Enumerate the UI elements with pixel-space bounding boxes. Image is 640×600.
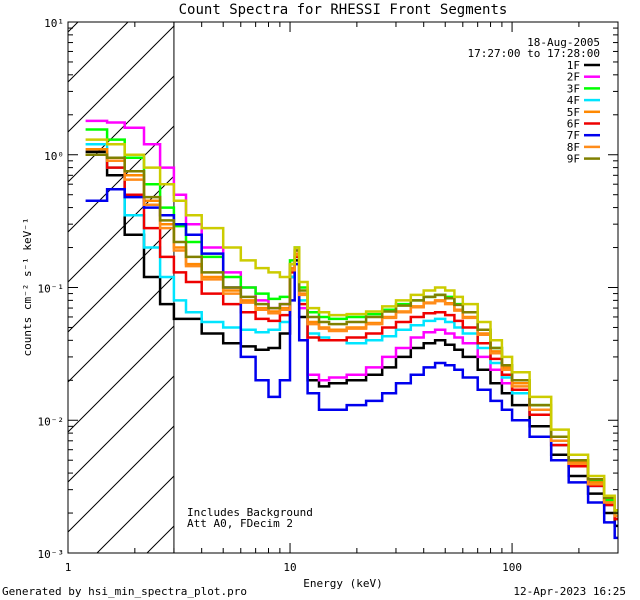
annotation-background: Includes Background [187,506,313,519]
series-line-7f [85,187,618,540]
y-tick-label: 10¹ [44,17,64,30]
series-line-6f [85,153,618,521]
x-tick-label: 10 [283,561,296,574]
y-tick-label: 10⁻¹ [38,283,65,296]
hatched-region [68,22,174,553]
legend-label: 1F [567,59,580,72]
series-line-4f [85,142,618,521]
legend-label: 3F [567,82,580,95]
footer-generated-by: Generated by hsi_min_spectra_plot.pro [2,585,247,598]
date-label: 18-Aug-2005 [527,36,600,49]
series-line-9f [85,153,618,515]
series-line-8f [85,153,618,518]
annotation-attenuator: Att A0, FDecim 2 [187,517,293,530]
legend-label: 2F [567,71,580,84]
y-tick-label: 10⁻² [38,415,65,428]
legend-label: 8F [567,141,580,154]
footer-timestamp: 12-Apr-2023 16:25 [513,585,626,598]
series-layer [85,119,618,540]
y-tick-label: 10⁻³ [38,548,65,561]
legend-label: 4F [567,94,580,107]
y-tick-label: 10⁰ [44,150,64,163]
time-range-label: 17:27:00 to 17:28:00 [468,47,600,60]
x-tick-label: 1 [65,561,72,574]
legend-label: 9F [567,153,580,166]
legend-label: 6F [567,118,580,131]
legend-label: 5F [567,106,580,119]
legend-label: 7F [567,129,580,142]
series-line-extra [85,138,618,512]
y-axis-label: counts cm⁻² s⁻¹ keV⁻¹ [21,217,34,356]
x-axis-label: Energy (keV) [303,577,382,590]
chart-title: Count Spectra for RHESSI Front Segments [179,2,508,18]
tick-layer: 1 10 100 10⁻³ 10⁻² 10⁻¹ 10⁰ 10¹ [38,17,619,574]
x-tick-label: 100 [502,561,522,574]
series-line-1f [85,150,618,528]
